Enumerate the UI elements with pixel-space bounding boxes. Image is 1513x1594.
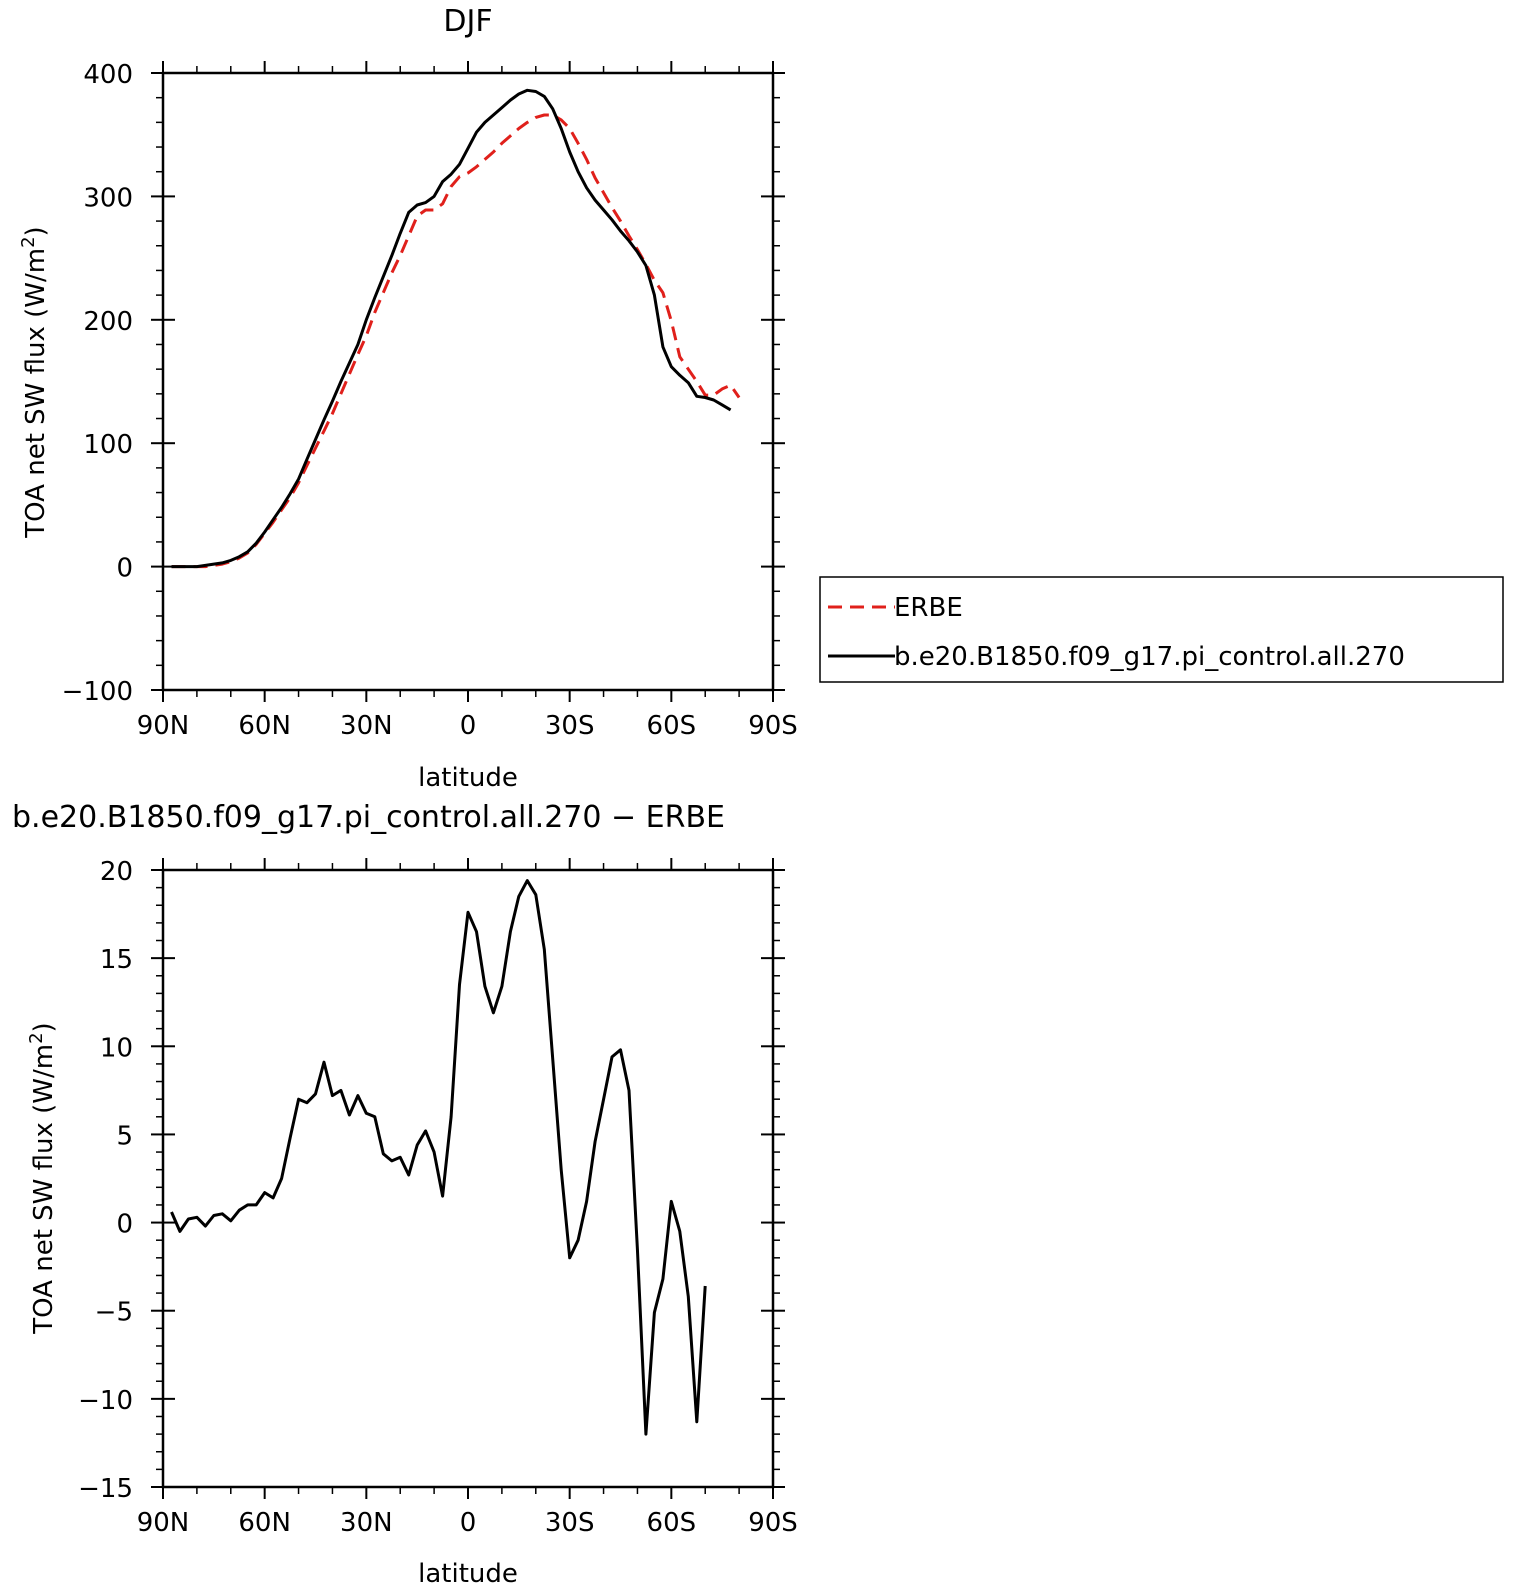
bottom-y-axis-label-main: TOA net SW flux (W/m (29, 1044, 59, 1335)
top-y-axis-label-close: ) (21, 226, 51, 236)
bottom-y-tick-label: 0 (116, 1210, 133, 1240)
bottom-y-axis-label: TOA net SW flux (W/m2) (26, 1022, 59, 1334)
bottom-y-axis-label-close: ) (29, 1022, 59, 1032)
bottom-x-tick-label: 30N (340, 1508, 393, 1538)
bottom-y-tick-label: 15 (100, 945, 133, 975)
top-plot-frame (161, 71, 775, 692)
bottom-x-tick-label: 0 (460, 1508, 477, 1538)
top-x-tick-label: 30N (340, 711, 393, 741)
top-x-tick-label: 30S (545, 711, 595, 741)
bottom-x-tick-label: 60N (238, 1508, 291, 1538)
bottom-y-tick-label: 5 (116, 1121, 133, 1151)
bottom-x-axis-label: latitude (418, 1559, 518, 1589)
legend-label-erbe: ERBE (894, 593, 963, 623)
top-y-tick-label: −100 (62, 677, 133, 707)
bottom-chart: b.e20.B1850.f09_g17.pi_control.all.270 −… (12, 800, 798, 1589)
bottom-y-tick-label: 20 (100, 857, 133, 887)
top-y-tick-label: 400 (83, 60, 133, 90)
top-y-tick-label: 0 (116, 554, 133, 584)
legend-label-model: b.e20.B1850.f09_g17.pi_control.all.270 (894, 642, 1405, 672)
top-y-axis-label-main: TOA net SW flux (W/m (21, 248, 51, 539)
bottom-x-tick-label: 60S (647, 1508, 697, 1538)
top-x-tick-label: 0 (460, 711, 477, 741)
top-y-tick-label: 200 (83, 307, 133, 337)
bottom-y-tick-label: 10 (100, 1033, 133, 1063)
bottom-x-tick-label: 30S (545, 1508, 595, 1538)
bottom-x-tick-label: 90N (137, 1508, 190, 1538)
legend-box (819, 576, 1504, 683)
bottom-y-tick-label: −5 (95, 1298, 133, 1328)
bottom-y-axis-label-sup: 2 (26, 1032, 47, 1043)
bottom-y-tick-label: −10 (78, 1386, 133, 1416)
top-y-axis-label-sup: 2 (18, 236, 39, 247)
top-y-axis-label: TOA net SW flux (W/m2) (18, 226, 51, 538)
top-x-axis-label: latitude (418, 763, 518, 793)
top-series-line-erbe (171, 113, 741, 569)
top-x-tick-label: 90N (137, 711, 190, 741)
top-series-line-b-e20-b1850-f09-g17-pi-control-all-270 (171, 88, 732, 569)
top-x-tick-label: 60S (647, 711, 697, 741)
top-chart: DJF 90N 60N 30N 0 30S 60S 90S 400 300 200 100 0 −100… (18, 4, 1504, 793)
top-y-tick-label: 100 (83, 430, 133, 460)
top-x-tick-label: 90S (748, 711, 798, 741)
bottom-chart-title: b.e20.B1850.f09_g17.pi_control.all.270 −… (12, 800, 725, 835)
bottom-y-tick-label: −15 (78, 1474, 133, 1504)
top-x-tick-label: 60N (238, 711, 291, 741)
top-y-tick-label: 300 (83, 183, 133, 213)
bottom-series-line-difference (170, 879, 707, 1436)
top-chart-title: DJF (443, 4, 492, 39)
bottom-x-tick-label: 90S (748, 1508, 798, 1538)
legend: ERBE b.e20.B1850.f09_g17.pi_control.all.… (819, 576, 1504, 683)
bottom-plot-frame (161, 868, 775, 1489)
